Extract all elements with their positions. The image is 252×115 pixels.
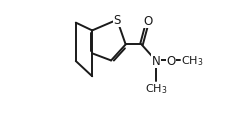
- Text: O: O: [143, 15, 152, 28]
- Text: CH$_3$: CH$_3$: [145, 81, 167, 95]
- Text: S: S: [113, 14, 121, 27]
- Text: O: O: [167, 55, 176, 67]
- Text: N: N: [151, 55, 160, 67]
- Text: CH$_3$: CH$_3$: [181, 54, 204, 68]
